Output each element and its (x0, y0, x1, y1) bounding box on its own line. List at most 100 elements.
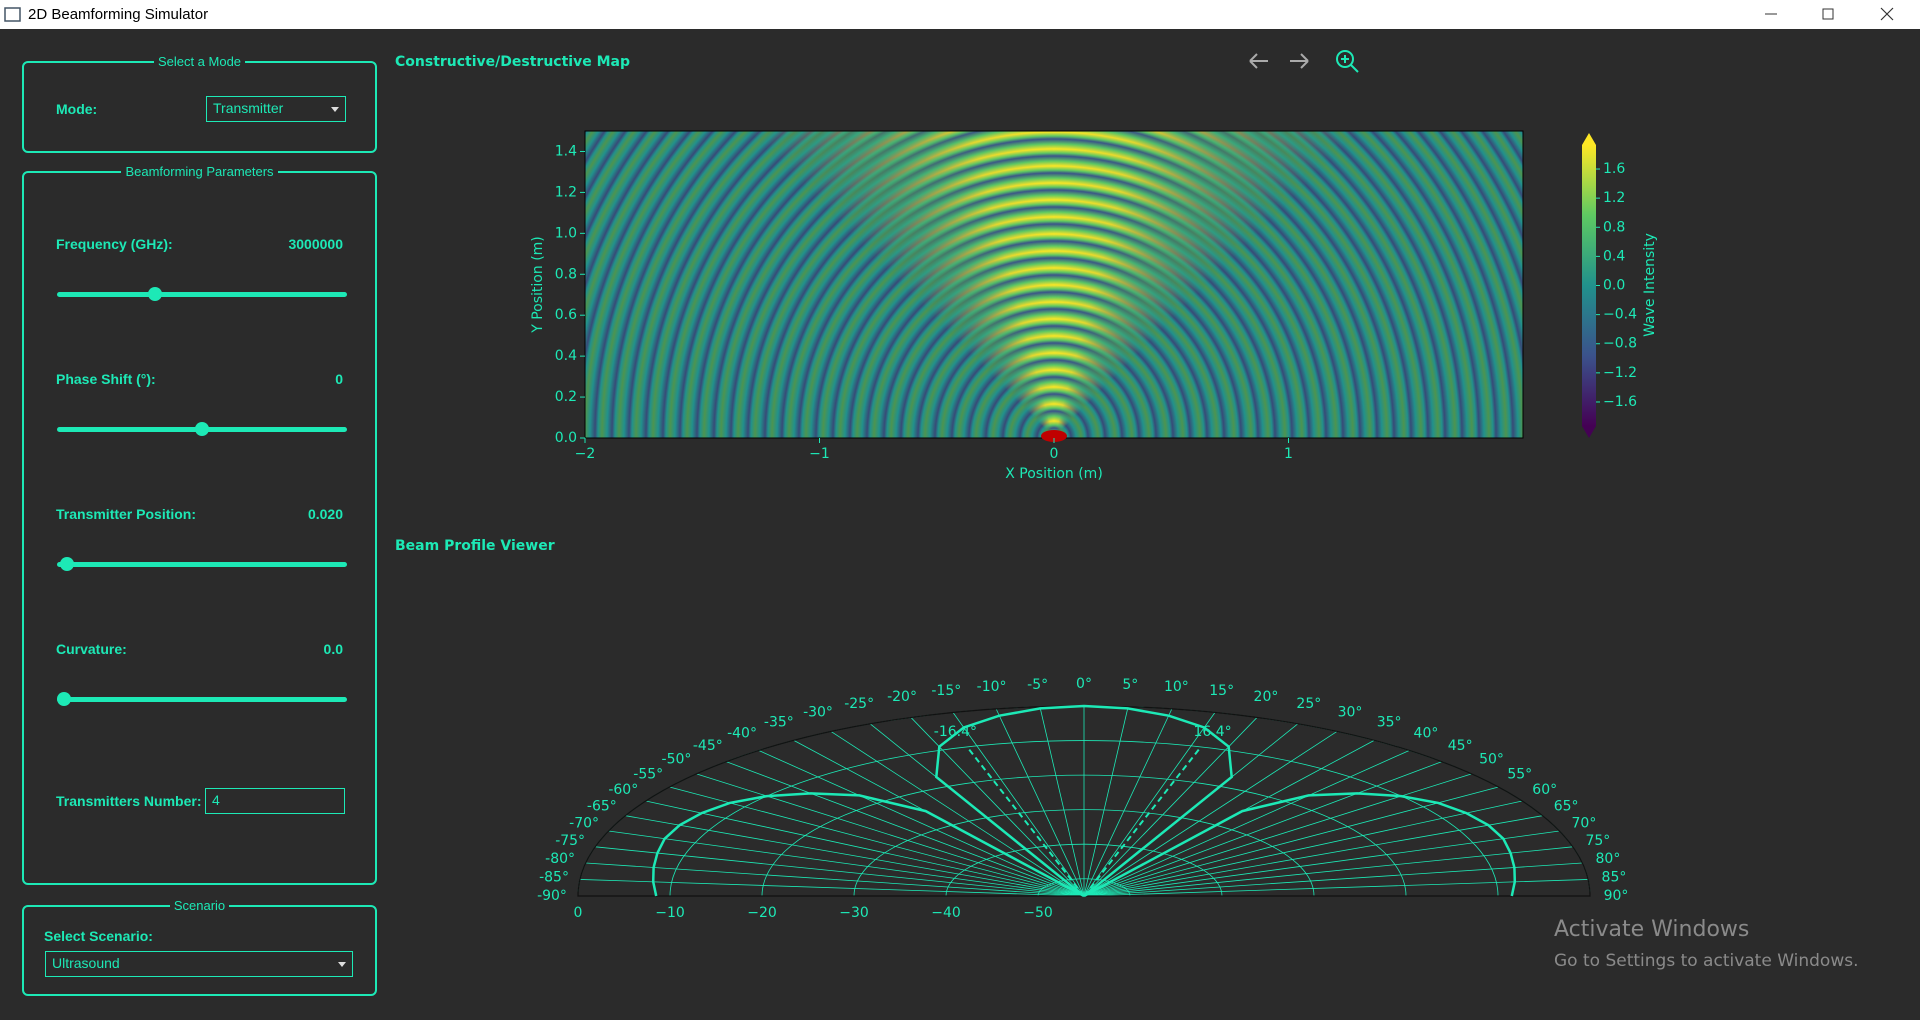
colorbar-tick-label: 0.8 (1603, 219, 1625, 235)
angle-tick-label: 65° (1554, 798, 1579, 814)
angle-tick-label: -80° (545, 851, 575, 867)
y-axis-label: Y Position (m) (530, 236, 546, 334)
x-axis-label: X Position (m) (1005, 466, 1103, 482)
close-button[interactable] (1880, 7, 1894, 21)
angle-tick-label: -75° (555, 833, 585, 849)
angle-grid (1083, 761, 1442, 897)
x-tick-label: 1 (1284, 446, 1293, 462)
colorbar-tick-label: 1.6 (1603, 161, 1625, 177)
angle-tick-label: 25° (1296, 696, 1321, 712)
colorbar-extend-min (1582, 426, 1596, 438)
colorbar-extend-max (1582, 133, 1596, 145)
combo-arrow (331, 107, 339, 112)
scenario-label: Select Scenario: (44, 928, 153, 944)
angle-grid (645, 800, 1085, 897)
panel-title-text: Scenario (169, 898, 230, 913)
transmitters-label: Transmitters Number: (56, 793, 202, 809)
angle-tick-label: 45° (1448, 738, 1473, 754)
parameter-label: Curvature: (56, 641, 127, 657)
panel-title: Select a Mode (24, 54, 375, 69)
watermark-title: Activate Windows (1554, 917, 1750, 942)
angle-tick-label: -65° (587, 798, 617, 814)
slider-track[interactable] (57, 557, 347, 571)
slider-track[interactable] (57, 692, 347, 706)
angle-grid (585, 862, 1085, 897)
colorbar-tick-label: −0.8 (1603, 336, 1637, 352)
y-tick-label: 0.4 (555, 348, 577, 364)
radial-tick-label: −20 (747, 905, 777, 921)
plot-title: Constructive/Destructive Map (395, 54, 630, 70)
angle-tick-label: -20° (887, 689, 917, 705)
angle-tick-label: -15° (931, 683, 961, 699)
angle-tick-label: -50° (662, 752, 692, 768)
slider-handle[interactable] (148, 287, 162, 301)
parameter-label: Transmitter Position: (56, 506, 197, 522)
combo-text: Transmitter (213, 100, 284, 116)
angle-tick-label: 5° (1122, 677, 1138, 693)
window-title: 2D Beamforming Simulator (28, 6, 209, 23)
zoom-lens (1336, 50, 1354, 68)
angle-grid (1083, 786, 1499, 897)
slider-track[interactable] (57, 422, 347, 436)
y-tick-label: 1.0 (555, 225, 577, 241)
angle-grid (1083, 706, 1129, 897)
transmitters-spinbox[interactable]: 4 (205, 788, 345, 814)
beamwidth-line (966, 745, 1085, 897)
restore-button[interactable] (1822, 8, 1834, 20)
angle-tick-label: 70° (1572, 815, 1597, 831)
parameter-value: 3000000 (288, 236, 343, 252)
plot-title: Beam Profile Viewer (395, 538, 555, 554)
parameter-value: 0.0 (323, 641, 343, 657)
title-bar: 2D Beamforming Simulator (0, 0, 1920, 29)
radial-tick-label: −10 (655, 905, 685, 921)
mode-panel: Select a Mode Mode: Transmitter (22, 54, 377, 153)
forward-button[interactable] (1290, 53, 1309, 69)
angle-tick-label: -45° (693, 738, 723, 754)
parameter-label: Frequency (GHz): (56, 236, 173, 252)
angle-tick-label: 10° (1164, 679, 1189, 695)
angle-tick-label: -85° (539, 870, 569, 886)
angle-tick-label: -60° (608, 782, 638, 798)
angle-grid (1039, 706, 1085, 897)
scenario-combo[interactable]: Ultrasound (45, 951, 353, 977)
slider-track[interactable] (57, 287, 347, 301)
panel-title: Beamforming Parameters (24, 164, 375, 179)
beamwidth-label: 16.4° (1193, 724, 1231, 740)
heatmap-beam (585, 131, 1523, 438)
toolbar (1249, 50, 1359, 73)
angle-tick-label: 30° (1338, 704, 1363, 720)
angle-grid (1083, 800, 1523, 897)
angle-tick-label: 40° (1414, 726, 1439, 742)
mode-combo[interactable]: Transmitter (206, 96, 346, 122)
slider-handle[interactable] (60, 557, 74, 571)
back-button[interactable] (1249, 53, 1268, 69)
colorbar-tick-label: 0.0 (1603, 278, 1625, 294)
angle-grid (669, 786, 1085, 897)
slider-handle[interactable] (195, 422, 209, 436)
angle-tick-label: 80° (1596, 851, 1621, 867)
x-tick-label: −2 (575, 446, 596, 462)
zoom-button[interactable] (1336, 50, 1359, 73)
radial-tick-label: −30 (839, 905, 869, 921)
y-tick-label: 1.2 (555, 184, 577, 200)
radial-tick-label: −50 (1023, 905, 1053, 921)
panel-title: Scenario (24, 898, 375, 913)
beamwidth-label: -16.4° (934, 724, 977, 740)
beamwidth-line (1083, 745, 1202, 897)
angle-grid (1083, 862, 1583, 897)
angle-tick-label: 90° (1604, 888, 1629, 904)
angle-grid (995, 708, 1085, 897)
colorbar (1582, 145, 1596, 426)
slider-handle[interactable] (57, 692, 71, 706)
angle-grid (952, 712, 1085, 897)
zoom-glyph (1341, 55, 1359, 73)
panel-title-text: Select a Mode (153, 54, 246, 69)
angle-tick-label: 75° (1585, 833, 1610, 849)
angle-tick-label: -55° (633, 766, 663, 782)
combo-text: Ultrasound (52, 955, 120, 971)
beam-pattern (651, 704, 1517, 898)
x-tick-label: 0 (1050, 446, 1059, 462)
combo-arrow (338, 962, 346, 967)
